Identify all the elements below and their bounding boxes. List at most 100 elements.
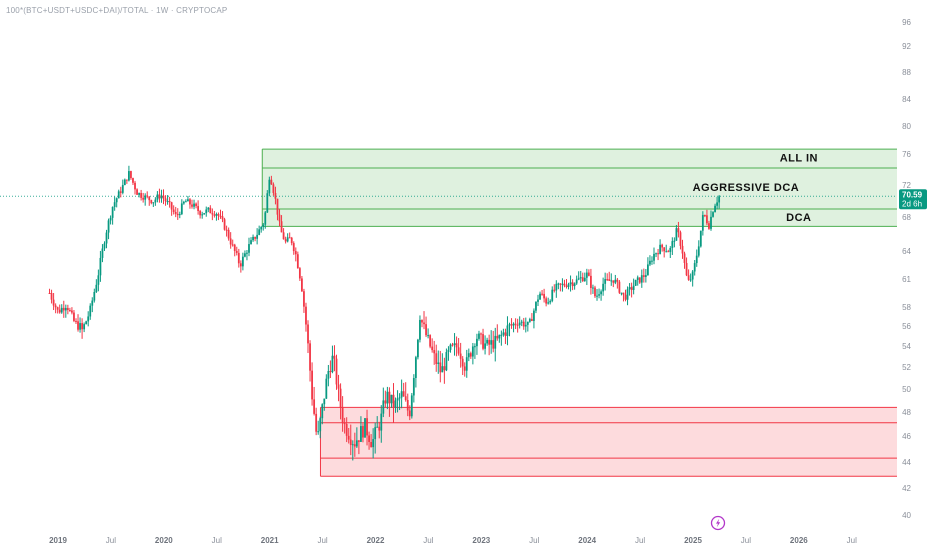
candle-body-159: [372, 439, 375, 448]
candle-body-167: [388, 391, 391, 404]
candle-body-74: [199, 210, 202, 216]
candle-body-70: [191, 204, 193, 207]
candle-body-267: [592, 287, 594, 289]
candle-body-274: [606, 279, 609, 281]
x-tick-9: Jul: [529, 536, 539, 545]
candle-body-273: [604, 279, 607, 284]
candle-body-215: [486, 339, 489, 344]
candle-body-121: [294, 251, 297, 255]
candle-body-265: [587, 272, 590, 276]
green-zone[interactable]: [262, 149, 898, 227]
candle-body-175: [404, 396, 407, 401]
candle-body-256: [569, 282, 572, 285]
y-tick-7: 68: [902, 213, 911, 222]
candle-body-137: [327, 371, 330, 379]
candle-body-168: [390, 394, 393, 404]
candle-body-130: [313, 399, 316, 414]
candle-body-116: [284, 239, 287, 242]
candle-body-76: [203, 213, 206, 215]
candle-body-296: [651, 260, 653, 262]
candle-body-77: [205, 209, 208, 214]
candle-body-50: [150, 200, 153, 204]
candle-body-21: [91, 300, 94, 306]
candle-body-324: [708, 223, 710, 229]
candle-body-117: [286, 237, 289, 242]
candle-body-248: [553, 289, 556, 291]
candle-body-60: [170, 202, 173, 210]
candle-body-209: [474, 346, 476, 348]
candle-body-231: [518, 322, 521, 326]
candle-body-165: [384, 400, 387, 404]
y-tick-14: 50: [902, 385, 911, 394]
candle-body-301: [661, 244, 664, 248]
candle-body-52: [154, 199, 157, 203]
candle-body-202: [459, 353, 462, 359]
candle-body-125: [303, 291, 305, 307]
candle-body-99: [250, 240, 252, 245]
candle-body-313: [685, 262, 688, 276]
candle-body-211: [478, 333, 480, 339]
candle-body-295: [649, 260, 651, 265]
candle-body-87: [225, 229, 228, 231]
candle-body-55: [160, 195, 163, 199]
candle-body-150: [353, 444, 356, 447]
candle-body-17: [83, 324, 86, 330]
candle-body-287: [632, 285, 635, 290]
candle-body-153: [360, 426, 362, 442]
candle-body-312: [683, 253, 686, 263]
candle-body-22: [93, 291, 96, 301]
candle-body-131: [315, 413, 318, 432]
candle-body-16: [81, 323, 83, 330]
candle-body-98: [248, 244, 250, 253]
x-tick-10: 2024: [578, 536, 596, 545]
candle-body-300: [659, 244, 662, 254]
candle-body-2: [52, 299, 55, 306]
candle-body-252: [561, 283, 564, 285]
candle-body-162: [378, 426, 381, 431]
candle-body-43: [136, 189, 138, 195]
candle-body-181: [417, 339, 419, 358]
x-tick-11: Jul: [635, 536, 645, 545]
candle-body-5: [58, 309, 61, 313]
candle-body-53: [156, 194, 159, 200]
candle-body-171: [396, 398, 399, 401]
candle-body-322: [703, 215, 706, 217]
candle-body-311: [681, 245, 684, 254]
candle-body-305: [669, 247, 672, 252]
candle-body-188: [431, 346, 434, 351]
candle-body-3: [54, 305, 57, 308]
candle-body-198: [451, 344, 454, 346]
candle-body-71: [193, 203, 195, 207]
last-price-value: 70.59: [902, 190, 923, 199]
candle-body-199: [453, 343, 456, 346]
x-tick-13: Jul: [741, 536, 751, 545]
candle-body-136: [325, 378, 328, 399]
y-tick-19: 40: [902, 511, 911, 520]
chart-title: 100*(BTC+USDT+USDC+DAI)/TOTAL · 1W · CRY…: [6, 6, 228, 15]
candle-body-178: [410, 395, 413, 417]
candle-body-176: [406, 400, 409, 411]
candle-body-0: [48, 293, 51, 294]
candle-body-243: [543, 293, 546, 299]
candle-body-105: [262, 224, 265, 227]
candle-body-103: [258, 229, 261, 235]
x-tick-14: 2026: [790, 536, 808, 545]
candle-body-276: [610, 280, 613, 282]
x-tick-4: 2021: [261, 536, 279, 545]
candle-body-204: [463, 366, 466, 371]
candle-body-26: [101, 248, 104, 258]
candle-body-230: [516, 324, 519, 326]
candle-body-290: [638, 277, 641, 283]
candle-body-272: [602, 283, 605, 292]
candle-body-246: [549, 300, 552, 303]
candle-body-163: [380, 413, 383, 431]
candle-body-259: [575, 279, 578, 284]
candle-body-217: [490, 340, 493, 345]
candle-body-173: [400, 391, 403, 398]
candle-body-155: [364, 418, 366, 438]
candle-body-15: [79, 323, 81, 330]
candle-body-128: [309, 343, 311, 371]
candle-body-285: [628, 287, 631, 290]
red-zone[interactable]: [320, 407, 897, 477]
